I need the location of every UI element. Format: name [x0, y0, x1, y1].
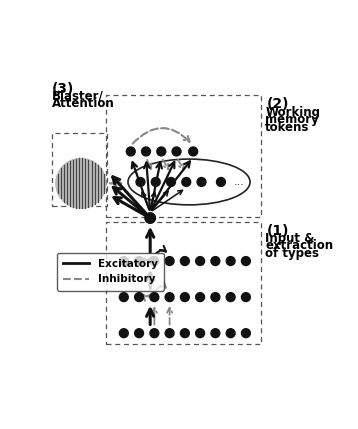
Circle shape — [166, 178, 175, 187]
FancyArrowPatch shape — [133, 128, 190, 144]
Circle shape — [145, 213, 155, 224]
Circle shape — [226, 293, 235, 302]
Circle shape — [135, 293, 144, 302]
Circle shape — [136, 178, 145, 187]
Legend: Excitatory, Inhibitory: Excitatory, Inhibitory — [57, 253, 164, 290]
Text: Working: Working — [265, 106, 320, 119]
Text: ...: ... — [233, 177, 244, 187]
Circle shape — [241, 329, 250, 338]
FancyArrowPatch shape — [156, 282, 166, 289]
Circle shape — [141, 147, 150, 156]
Circle shape — [165, 293, 174, 302]
Text: Attention: Attention — [52, 97, 115, 110]
Circle shape — [165, 257, 174, 266]
Circle shape — [150, 293, 159, 302]
FancyArrowPatch shape — [143, 257, 153, 265]
Text: of types: of types — [265, 247, 319, 260]
Circle shape — [119, 293, 128, 302]
Circle shape — [172, 147, 181, 156]
Circle shape — [119, 257, 128, 266]
Text: extraction: extraction — [265, 239, 333, 252]
Circle shape — [180, 293, 189, 302]
Text: memory: memory — [265, 113, 319, 126]
Circle shape — [241, 293, 250, 302]
Circle shape — [189, 147, 198, 156]
Circle shape — [226, 257, 235, 266]
Circle shape — [56, 158, 106, 208]
Circle shape — [180, 329, 189, 338]
Circle shape — [135, 257, 144, 266]
Text: (2): (2) — [267, 97, 289, 112]
Circle shape — [151, 178, 160, 187]
Circle shape — [211, 257, 220, 266]
Circle shape — [182, 178, 191, 187]
Circle shape — [211, 329, 220, 338]
Text: Blaster/: Blaster/ — [52, 90, 103, 103]
FancyArrowPatch shape — [156, 246, 166, 253]
Circle shape — [241, 257, 250, 266]
Circle shape — [180, 257, 189, 266]
Circle shape — [196, 293, 204, 302]
Circle shape — [165, 329, 174, 338]
FancyArrowPatch shape — [143, 293, 153, 301]
Circle shape — [126, 147, 135, 156]
Circle shape — [226, 329, 235, 338]
Text: tokens: tokens — [265, 121, 310, 134]
Text: Input &: Input & — [265, 232, 315, 245]
Text: (1): (1) — [267, 224, 289, 238]
Text: (3): (3) — [52, 82, 74, 96]
Circle shape — [119, 329, 128, 338]
Circle shape — [196, 257, 204, 266]
Circle shape — [150, 329, 159, 338]
Circle shape — [211, 293, 220, 302]
Circle shape — [135, 329, 144, 338]
Circle shape — [150, 257, 159, 266]
Circle shape — [197, 178, 206, 187]
Circle shape — [217, 178, 226, 187]
Circle shape — [196, 329, 204, 338]
Circle shape — [157, 147, 166, 156]
